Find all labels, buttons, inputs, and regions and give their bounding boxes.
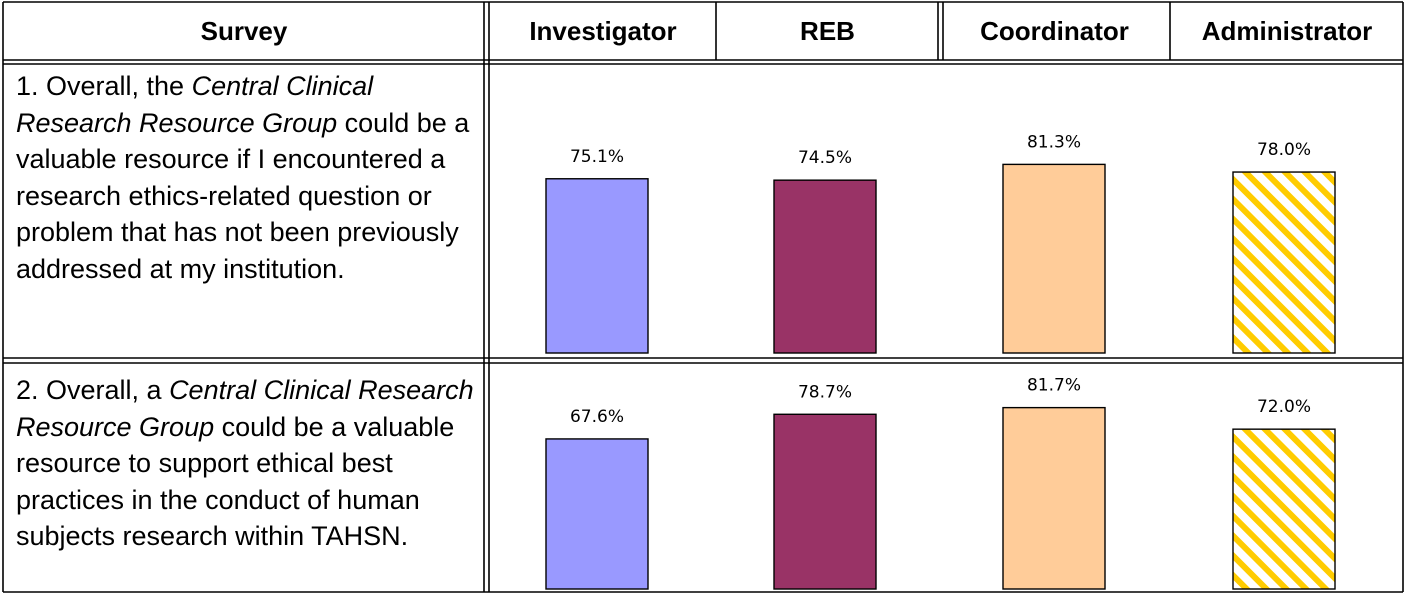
data-label-q2-investigator: 67.6% [570,407,624,427]
bar-q1-investigator [545,178,649,354]
bar-q1-administrator [1232,171,1336,354]
question-2-text: 2. Overall, a Central Clinical Research … [16,372,484,555]
bar-q2-coordinator [1002,406,1106,590]
data-label-q1-investigator: 75.1% [570,147,624,167]
data-label-q2-coordinator: 81.7% [1027,376,1081,396]
bar-q2-administrator [1232,428,1336,590]
question-2-prefix: 2. Overall, a [16,375,170,405]
header-reb: REB [800,15,855,46]
header-survey: Survey [200,15,288,46]
question-2-suffix: could be a valuable resource to support … [16,411,455,552]
header-investigator: Investigator [529,15,677,46]
question-1-text: 1. Overall, the Central Clinical Researc… [16,68,484,287]
bar-q2-investigator [545,438,649,590]
header-coordinator: Coordinator [980,15,1129,46]
data-label-q2-administrator: 72.0% [1257,397,1311,417]
question-2-group-name: Central Clinical Research Resource Group [16,375,474,442]
data-label-q1-administrator: 78.0% [1257,140,1311,160]
bar-q2-reb [773,413,877,590]
bar-q1-reb [773,179,877,354]
question-1-prefix: 1. Overall, the [16,71,192,101]
header-administrator: Administrator [1201,15,1373,46]
question-1-group-name: Central Clinical Research Resource Group [16,71,374,138]
bar-q1-coordinator [1002,163,1106,354]
question-1-suffix: could be a valuable resource if I encoun… [16,107,470,284]
data-label-q2-reb: 78.7% [798,382,852,402]
data-label-q1-coordinator: 81.3% [1027,132,1081,152]
data-label-q1-reb: 74.5% [798,148,852,168]
